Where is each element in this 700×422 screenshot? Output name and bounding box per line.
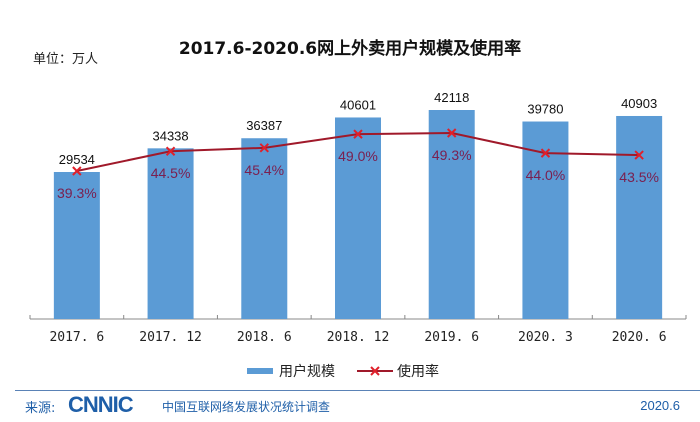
bar-value-label: 40903 (621, 96, 657, 111)
bar-value-label: 40601 (340, 97, 376, 112)
bar (616, 115, 663, 319)
rate-label: 44.5% (151, 165, 191, 181)
bar (53, 172, 100, 319)
bar (335, 117, 381, 319)
bar (241, 138, 288, 319)
bar (428, 110, 475, 319)
footer-divider (15, 390, 700, 391)
x-marker-icon (447, 128, 457, 138)
x-tick-label: 2018. 6 (237, 330, 292, 345)
rate-label: 43.5% (619, 169, 659, 185)
legend-x-marker-icon (370, 366, 380, 376)
rate-label: 44.0% (526, 167, 566, 183)
bar-value-label: 42118 (434, 90, 469, 105)
x-tick-label: 2019. 6 (424, 330, 479, 345)
x-marker-icon (353, 129, 363, 139)
legend-bar-swatch (247, 368, 273, 374)
bar-value-label: 29534 (59, 152, 95, 167)
source-label: 来源: (25, 401, 56, 416)
x-marker-icon (259, 143, 269, 153)
bar-value-label: 39780 (527, 102, 563, 117)
x-marker-icon (165, 146, 176, 156)
bar-value-label: 34338 (152, 128, 188, 143)
x-tick-label: 2017. 6 (49, 330, 104, 345)
chart-title: 2017.6-2020.6网上外卖用户规模及使用率 (178, 39, 522, 59)
unit-label: 单位：万人 (33, 52, 99, 67)
bar-value-label: 36387 (246, 118, 282, 133)
rate-label: 49.3% (432, 147, 472, 163)
x-marker-icon (72, 166, 82, 176)
x-marker-icon (540, 148, 551, 158)
bar (147, 148, 194, 319)
cnnic-logo: CNNIC (68, 392, 134, 417)
x-tick-label: 2017. 12 (139, 330, 202, 345)
rate-label: 45.4% (244, 162, 284, 178)
rate-label: 49.0% (338, 148, 378, 164)
footer-date: 2020.6 (640, 398, 680, 413)
x-marker-icon (634, 150, 644, 160)
x-tick-label: 2018. 12 (327, 330, 390, 345)
x-tick-label: 2020. 6 (612, 330, 667, 345)
legend-line-label: 使用率 (397, 363, 439, 380)
x-tick-label: 2020. 3 (518, 330, 573, 345)
legend-bar-label: 用户规模 (279, 363, 335, 380)
rate-label: 39.3% (57, 185, 97, 201)
bar (522, 121, 569, 319)
survey-name: 中国互联网络发展状况统计调查 (162, 400, 331, 414)
